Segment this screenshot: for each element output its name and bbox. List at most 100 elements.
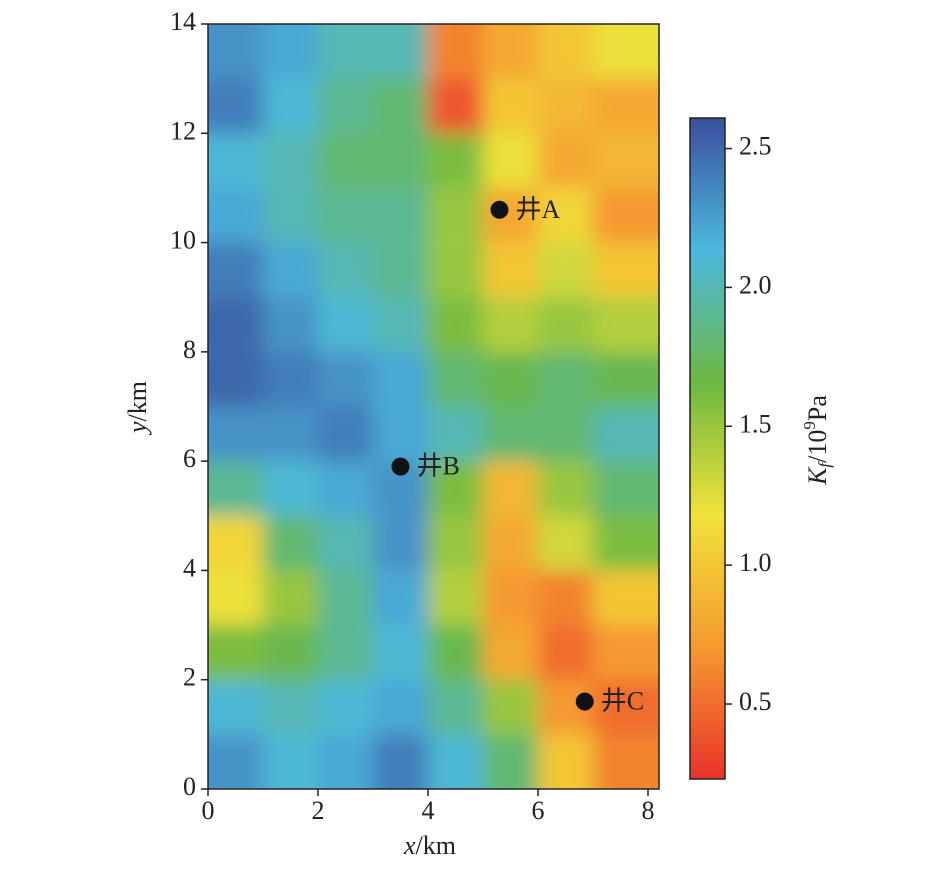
heat-cell	[373, 351, 428, 407]
heat-cell	[428, 679, 483, 735]
y-axis-label: y/km	[123, 381, 152, 436]
heat-cell	[483, 187, 538, 243]
colorbar-tick-label: 0.5	[739, 687, 772, 716]
heat-cell	[263, 78, 318, 134]
y-tick-label: 0	[183, 772, 196, 801]
heat-cell	[263, 242, 318, 298]
heat-cell	[428, 133, 483, 188]
heat-cell	[593, 133, 659, 188]
heat-cell	[483, 351, 538, 407]
heat-cell	[373, 406, 428, 462]
heat-cell	[208, 24, 263, 79]
heat-cell	[318, 679, 373, 735]
heat-cell	[263, 351, 318, 407]
heat-cell	[428, 78, 483, 134]
y-tick-label: 14	[170, 7, 196, 36]
heat-cell	[208, 351, 263, 407]
y-tick-label: 4	[183, 553, 196, 582]
cb-label-unit: Pa	[803, 395, 832, 421]
heat-cell	[483, 515, 538, 571]
heat-cell	[593, 570, 659, 626]
heat-cell	[483, 78, 538, 134]
heat-cell	[208, 734, 263, 789]
heat-cell	[538, 406, 593, 462]
heat-cell	[428, 570, 483, 626]
colorbar-tick-label: 2.5	[739, 132, 772, 161]
heat-cell	[318, 133, 373, 188]
heat-cell	[318, 297, 373, 352]
heat-cell	[538, 734, 593, 789]
heat-cell	[593, 242, 659, 298]
heat-cell	[208, 78, 263, 134]
heat-cell	[538, 570, 593, 626]
heat-cell	[318, 625, 373, 680]
heat-cell	[318, 78, 373, 134]
heat-cell	[483, 679, 538, 735]
well-marker	[575, 692, 594, 711]
heat-cell	[428, 515, 483, 571]
heat-cell	[318, 406, 373, 462]
heat-cell	[483, 734, 538, 789]
well-marker	[490, 200, 509, 219]
cb-label-k: K	[803, 466, 832, 486]
heat-cell	[593, 625, 659, 680]
heat-cell	[208, 461, 263, 516]
colorbar-tick-label: 2.0	[739, 270, 772, 299]
heat-cell	[318, 461, 373, 516]
y-tick-label: 12	[170, 116, 196, 145]
heat-cell	[538, 351, 593, 407]
heat-cell	[373, 187, 428, 243]
colorbar-tick-label: 1.0	[739, 548, 772, 577]
heat-cell	[428, 461, 483, 516]
heat-cell	[373, 242, 428, 298]
y-tick-label: 10	[170, 226, 196, 255]
heat-cell	[263, 133, 318, 188]
heat-cell	[208, 515, 263, 571]
x-tick-label: 8	[642, 796, 655, 825]
heat-cell	[538, 297, 593, 352]
heat-cell	[318, 24, 373, 79]
heat-cell	[318, 570, 373, 626]
heat-cell	[208, 242, 263, 298]
x-label-unit: /km	[416, 831, 456, 860]
heat-cell	[593, 406, 659, 462]
heat-cell	[428, 351, 483, 407]
heat-cell	[428, 406, 483, 462]
heat-cell	[593, 24, 659, 79]
y-label-var: y	[123, 421, 152, 436]
heat-cell	[483, 625, 538, 680]
heat-cell	[538, 187, 593, 243]
heat-cell	[593, 515, 659, 571]
heat-cell	[318, 187, 373, 243]
heat-cell	[263, 570, 318, 626]
y-tick-label: 6	[183, 444, 196, 473]
heat-cell	[538, 78, 593, 134]
heat-cell	[483, 570, 538, 626]
colorbar	[689, 117, 726, 780]
heat-cell	[373, 625, 428, 680]
heat-cell	[208, 570, 263, 626]
heat-cell	[483, 24, 538, 79]
heat-cell	[373, 24, 428, 79]
heat-cell	[263, 734, 318, 789]
heat-cell	[373, 133, 428, 188]
heat-cell	[593, 351, 659, 407]
cb-label-sup: 9	[800, 421, 819, 430]
heat-cell	[373, 515, 428, 571]
x-label-var: x	[403, 831, 416, 860]
heat-cell	[208, 406, 263, 462]
colorbar-label: Kf/109Pa	[800, 395, 834, 486]
heat-cell	[538, 133, 593, 188]
heat-cell	[318, 242, 373, 298]
heat-cell	[538, 24, 593, 79]
x-tick-label: 0	[202, 796, 215, 825]
heat-cell	[208, 679, 263, 735]
heat-cell	[263, 406, 318, 462]
heat-cell	[263, 24, 318, 79]
colorbar-tick-label: 1.5	[739, 409, 772, 438]
heat-cell	[373, 297, 428, 352]
heat-cell	[373, 734, 428, 789]
well-label: 井C	[601, 687, 644, 716]
heat-cell	[428, 242, 483, 298]
x-tick-label: 4	[422, 796, 435, 825]
